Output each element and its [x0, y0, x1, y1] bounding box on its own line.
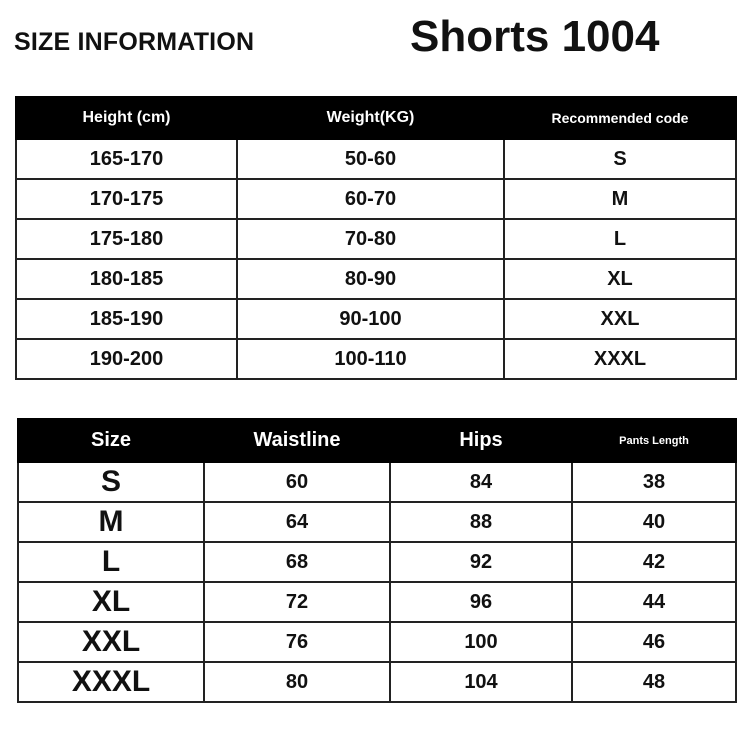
table-cell: M [503, 178, 737, 220]
table-row: S 60 84 38 [17, 461, 737, 503]
table-cell: 90-100 [236, 298, 505, 340]
table-cell: 40 [571, 501, 737, 543]
table-cell: M [17, 501, 205, 543]
table-cell: 42 [571, 541, 737, 583]
table-row: L 68 92 42 [17, 541, 737, 583]
table-cell: 80-90 [236, 258, 505, 300]
table-row: 190-200 100-110 XXXL [15, 338, 737, 380]
table-header-row: Height (cm) Weight(KG) Recommended code [15, 96, 737, 140]
table-row: 185-190 90-100 XXL [15, 298, 737, 340]
table-cell: 60-70 [236, 178, 505, 220]
table-cell: XXXL [503, 338, 737, 380]
product-title: Shorts 1004 [410, 12, 660, 61]
table-cell: 80 [203, 661, 391, 703]
table-cell: 60 [203, 461, 391, 503]
table-cell: 100 [389, 621, 573, 663]
column-header: Height (cm) [15, 96, 238, 140]
column-header: Hips [389, 418, 573, 463]
table-cell: 76 [203, 621, 391, 663]
table-cell: 185-190 [15, 298, 238, 340]
table-cell: 48 [571, 661, 737, 703]
table-cell: 100-110 [236, 338, 505, 380]
table-row: XXXL 80 104 48 [17, 661, 737, 703]
table-cell: 50-60 [236, 138, 505, 180]
table-cell: 104 [389, 661, 573, 703]
table-cell: 46 [571, 621, 737, 663]
column-header: Pants Length [571, 418, 737, 463]
table-cell: XL [503, 258, 737, 300]
recommendation-table: Height (cm) Weight(KG) Recommended code 16… [15, 96, 737, 380]
table-row: M 64 88 40 [17, 501, 737, 543]
table-cell: XL [17, 581, 205, 623]
table-row: 180-185 80-90 XL [15, 258, 737, 300]
table-cell: XXL [503, 298, 737, 340]
table-cell: 44 [571, 581, 737, 623]
table-row: 175-180 70-80 L [15, 218, 737, 260]
column-header: Weight(KG) [236, 96, 505, 140]
column-header: Size [17, 418, 205, 463]
table-cell: S [17, 461, 205, 503]
table-cell: 68 [203, 541, 391, 583]
table-cell: 84 [389, 461, 573, 503]
table-cell: 170-175 [15, 178, 238, 220]
table-cell: 175-180 [15, 218, 238, 260]
table-cell: 165-170 [15, 138, 238, 180]
table-cell: L [17, 541, 205, 583]
table-cell: 38 [571, 461, 737, 503]
table-cell: XXXL [17, 661, 205, 703]
column-header: Recommended code [503, 96, 737, 140]
table-header-row: Size Waistline Hips Pants Length [17, 418, 737, 463]
table-cell: S [503, 138, 737, 180]
table-cell: 190-200 [15, 338, 238, 380]
table-row: 170-175 60-70 M [15, 178, 737, 220]
table-row: XL 72 96 44 [17, 581, 737, 623]
size-information-title: SIZE INFORMATION [14, 28, 255, 56]
table-row: 165-170 50-60 S [15, 138, 737, 180]
measurement-table: Size Waistline Hips Pants Length S 60 84 38 M 64… [17, 418, 737, 703]
table-row: XXL 76 100 46 [17, 621, 737, 663]
table-cell: 92 [389, 541, 573, 583]
table-cell: XXL [17, 621, 205, 663]
table-cell: 180-185 [15, 258, 238, 300]
table-cell: 64 [203, 501, 391, 543]
column-header: Waistline [203, 418, 391, 463]
table-cell: 96 [389, 581, 573, 623]
table-cell: 70-80 [236, 218, 505, 260]
table-cell: L [503, 218, 737, 260]
table-cell: 72 [203, 581, 391, 623]
table-cell: 88 [389, 501, 573, 543]
